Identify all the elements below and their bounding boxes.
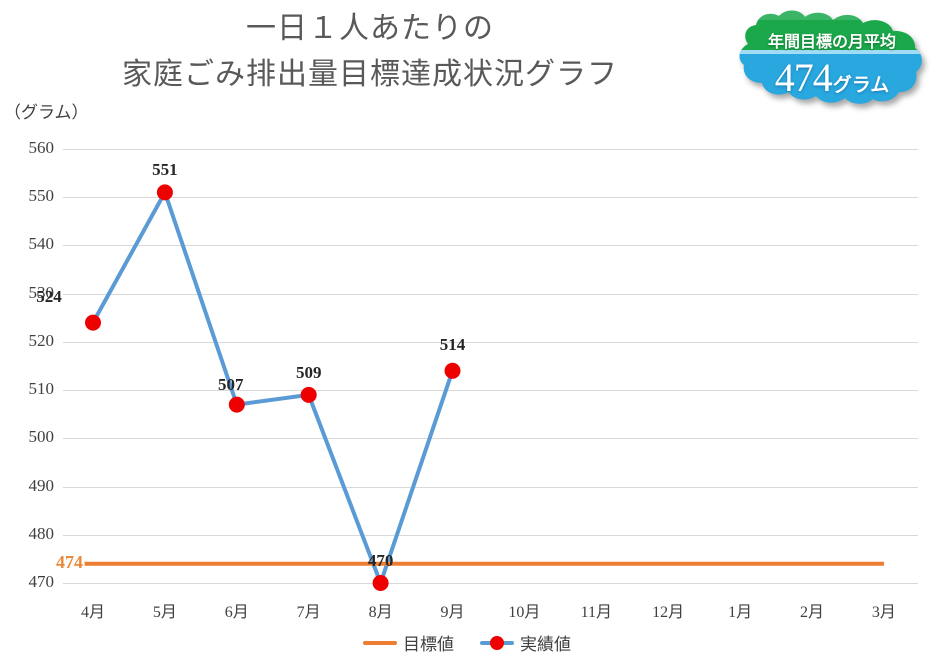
legend-target-line-icon xyxy=(363,640,397,645)
y-axis-tick-510: 510 xyxy=(28,379,55,399)
legend-actual-label: 実績値 xyxy=(520,635,571,654)
x-axis-tick-11: 3月 xyxy=(871,604,896,621)
data-label-6月: 507 xyxy=(218,374,244,394)
title-line-2: 家庭ごみ排出量目標達成状況グラフ xyxy=(122,58,618,91)
data-label-8月: 470 xyxy=(367,551,394,570)
actual-series-line xyxy=(91,190,455,585)
badge-caption: 年間目標の月平均 xyxy=(767,34,896,51)
x-axis-tick-2: 6月 xyxy=(224,604,249,621)
gridline xyxy=(63,534,918,536)
gridline xyxy=(63,486,918,488)
data-label-7月: 509 xyxy=(295,362,322,382)
actual-series-markers xyxy=(85,184,461,591)
x-axis-tick-0: 4月 xyxy=(80,604,105,621)
data-label-9月: 514 xyxy=(439,334,466,354)
annual-target-average-badge: 年間目標の月平均 474グラム xyxy=(734,6,930,106)
x-axis-tick-1: 5月 xyxy=(152,604,177,621)
data-point-7月[interactable] xyxy=(300,386,317,403)
legend-actual-marker-icon xyxy=(480,635,514,650)
target-value-label: 474 xyxy=(56,551,83,572)
legend: 目標値 実績値 xyxy=(0,630,934,655)
page-title: 一日１人あたりの 家庭ごみ排出量目標達成状況グラフ xyxy=(0,6,740,98)
legend-item-target[interactable]: 目標値 xyxy=(363,630,454,655)
y-axis-tick-490: 490 xyxy=(28,475,55,495)
data-point-5月[interactable] xyxy=(156,184,173,201)
y-axis-tick-470: 470 xyxy=(28,572,55,591)
data-point-4月[interactable] xyxy=(85,314,101,331)
x-axis-tick-7: 11月 xyxy=(580,604,612,621)
gridline xyxy=(63,438,918,440)
badge-unit: グラム xyxy=(832,75,890,96)
data-label-5月: 551 xyxy=(152,160,178,180)
data-point-6月[interactable] xyxy=(228,396,245,413)
y-axis-tick-530: 530 xyxy=(28,282,55,302)
y-axis-unit-label: （グラム） xyxy=(4,103,89,122)
y-axis-tick-500: 500 xyxy=(28,427,55,447)
title-line-1: 一日１人あたりの xyxy=(246,12,494,45)
gridline xyxy=(63,341,918,343)
gridline xyxy=(63,390,918,392)
x-axis-tick-5: 9月 xyxy=(440,604,465,621)
legend-target-label: 目標値 xyxy=(403,635,454,654)
x-axis-tick-8: 12月 xyxy=(652,604,685,621)
data-point-9月[interactable] xyxy=(444,362,461,379)
y-axis-tick-550: 550 xyxy=(28,186,55,206)
x-axis-tick-4: 8月 xyxy=(368,604,393,621)
y-axis-tick-540: 540 xyxy=(28,234,55,254)
x-axis-tick-3: 7月 xyxy=(296,604,321,621)
gridline xyxy=(63,197,918,199)
y-axis-tick-560: 560 xyxy=(28,138,55,157)
legend-item-actual[interactable]: 実績値 xyxy=(480,630,571,655)
cloud-blob-icon xyxy=(739,10,922,104)
data-label-4月: 524 xyxy=(36,286,62,306)
gridline xyxy=(63,293,918,295)
gridline xyxy=(63,149,918,150)
y-axis-tick-520: 520 xyxy=(28,330,55,350)
gridline xyxy=(63,583,918,584)
data-point-8月[interactable] xyxy=(372,575,389,591)
x-axis-tick-9: 1月 xyxy=(728,604,753,621)
badge-value-row: 474グラム xyxy=(734,54,930,101)
badge-value: 474 xyxy=(774,55,833,100)
y-axis-tick-480: 480 xyxy=(28,523,55,543)
x-axis-tick-6: 10月 xyxy=(508,604,541,621)
gridline xyxy=(63,245,918,247)
x-axis-tick-10: 2月 xyxy=(799,604,824,621)
